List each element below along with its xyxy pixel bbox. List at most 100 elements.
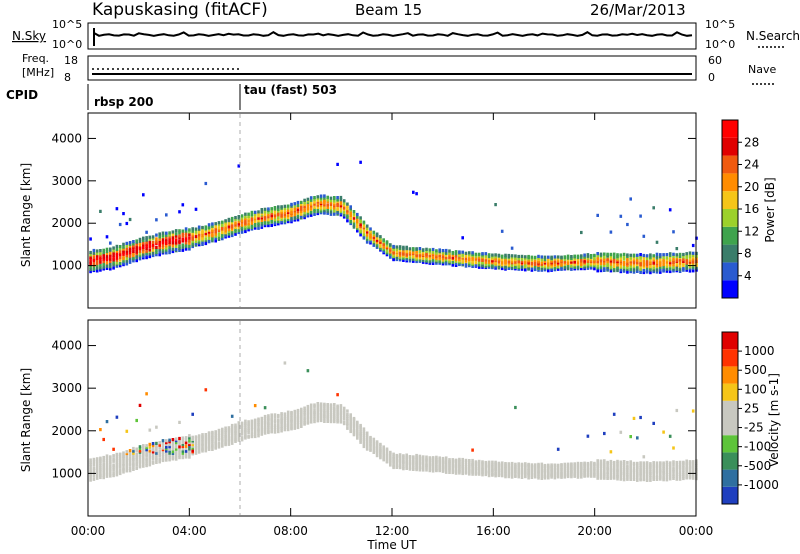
echo-cell xyxy=(109,255,112,259)
echo-cell xyxy=(619,469,623,473)
echo-cell xyxy=(612,255,616,259)
echo-cell xyxy=(230,218,234,222)
echo-cell xyxy=(435,256,438,260)
sparse-echo-cell xyxy=(359,160,362,164)
echo-cell xyxy=(691,470,695,474)
echo-cell xyxy=(135,458,138,462)
echo-cell xyxy=(586,256,590,260)
date-title: 26/Mar/2013 xyxy=(590,1,686,19)
echo-cell xyxy=(125,241,129,245)
echo-cell xyxy=(609,461,613,465)
colorbar-tick-label: 20 xyxy=(744,180,759,194)
echo-cell xyxy=(438,456,441,460)
echo-cell xyxy=(682,468,685,472)
echo-cell xyxy=(247,422,250,426)
echo-cell xyxy=(263,212,267,217)
echo-cell xyxy=(372,243,376,247)
echo-cell xyxy=(451,251,455,255)
sparse-echo-cell xyxy=(122,212,125,216)
echo-cell xyxy=(491,460,494,464)
echo-cell xyxy=(655,464,659,468)
echo-cell xyxy=(283,424,287,428)
echo-cell xyxy=(382,242,385,246)
echo-cell xyxy=(487,257,491,261)
echo-cell xyxy=(211,226,214,230)
echo-cell xyxy=(253,226,257,230)
echo-cell xyxy=(115,463,119,467)
echo-cell xyxy=(277,220,280,224)
colorbar-swatch xyxy=(722,191,738,209)
echo-cell xyxy=(507,253,511,258)
echo-cell xyxy=(369,239,372,243)
echo-cell xyxy=(359,431,362,435)
echo-cell xyxy=(112,263,115,267)
echo-cell xyxy=(204,238,208,243)
echo-cell xyxy=(138,445,142,449)
echo-cell xyxy=(454,458,458,462)
echo-cell xyxy=(293,215,297,219)
echo-cell xyxy=(221,237,224,241)
echo-cell xyxy=(125,451,129,456)
sparse-echo-cell xyxy=(283,361,287,365)
echo-cell xyxy=(468,264,471,268)
echo-cell xyxy=(589,465,593,469)
echo-cell xyxy=(290,417,293,421)
echo-cell xyxy=(184,241,188,245)
echo-cell xyxy=(148,235,152,239)
echo-cell xyxy=(188,241,191,245)
echo-cell xyxy=(474,261,478,265)
echo-cell xyxy=(174,455,178,459)
echo-cell xyxy=(527,470,530,474)
echo-cell xyxy=(372,232,376,236)
echo-cell xyxy=(524,474,527,478)
echo-cell xyxy=(626,464,629,468)
velocity-data xyxy=(89,361,698,482)
echo-cell xyxy=(92,474,96,478)
echo-cell xyxy=(497,468,501,472)
echo-cell xyxy=(300,209,303,213)
velocity-panel-frame xyxy=(87,319,697,517)
echo-cell xyxy=(277,423,280,427)
echo-cell xyxy=(283,204,287,208)
echo-cell xyxy=(629,256,632,260)
echo-cell xyxy=(211,430,214,434)
echo-cell xyxy=(468,253,471,257)
echo-cell xyxy=(122,470,125,474)
echo-cell xyxy=(158,446,161,450)
echo-cell xyxy=(306,202,310,206)
echo-cell xyxy=(454,254,458,258)
echo-cell xyxy=(402,465,405,469)
echo-cell xyxy=(221,443,224,447)
echo-cell xyxy=(672,472,675,476)
echo-cell xyxy=(181,442,185,447)
noise-left-label: N.Sky xyxy=(12,29,46,43)
echo-cell xyxy=(454,258,458,262)
echo-cell xyxy=(471,251,474,255)
echo-cell xyxy=(349,421,352,425)
echo-cell xyxy=(609,256,613,260)
echo-cell xyxy=(161,238,165,242)
echo-cell xyxy=(616,260,619,264)
echo-cell xyxy=(224,429,227,433)
echo-cell xyxy=(142,444,145,448)
echo-cell xyxy=(494,265,497,269)
echo-cell xyxy=(356,226,359,231)
echo-cell xyxy=(678,474,682,479)
echo-cell xyxy=(224,433,227,437)
echo-cell xyxy=(458,253,461,257)
echo-cell xyxy=(448,257,451,261)
echo-cell xyxy=(612,472,616,476)
echo-cell xyxy=(135,447,138,451)
echo-cell xyxy=(339,211,343,215)
echo-cell xyxy=(99,258,102,262)
sparse-echo-cell xyxy=(619,430,623,434)
echo-cell xyxy=(171,443,175,448)
echo-cell xyxy=(194,435,198,439)
echo-cell xyxy=(158,454,161,458)
echo-cell xyxy=(145,450,148,454)
sparse-echo-cell xyxy=(586,434,590,438)
echo-cell xyxy=(214,439,217,443)
echo-cell xyxy=(99,251,102,256)
echo-cell xyxy=(659,268,662,272)
